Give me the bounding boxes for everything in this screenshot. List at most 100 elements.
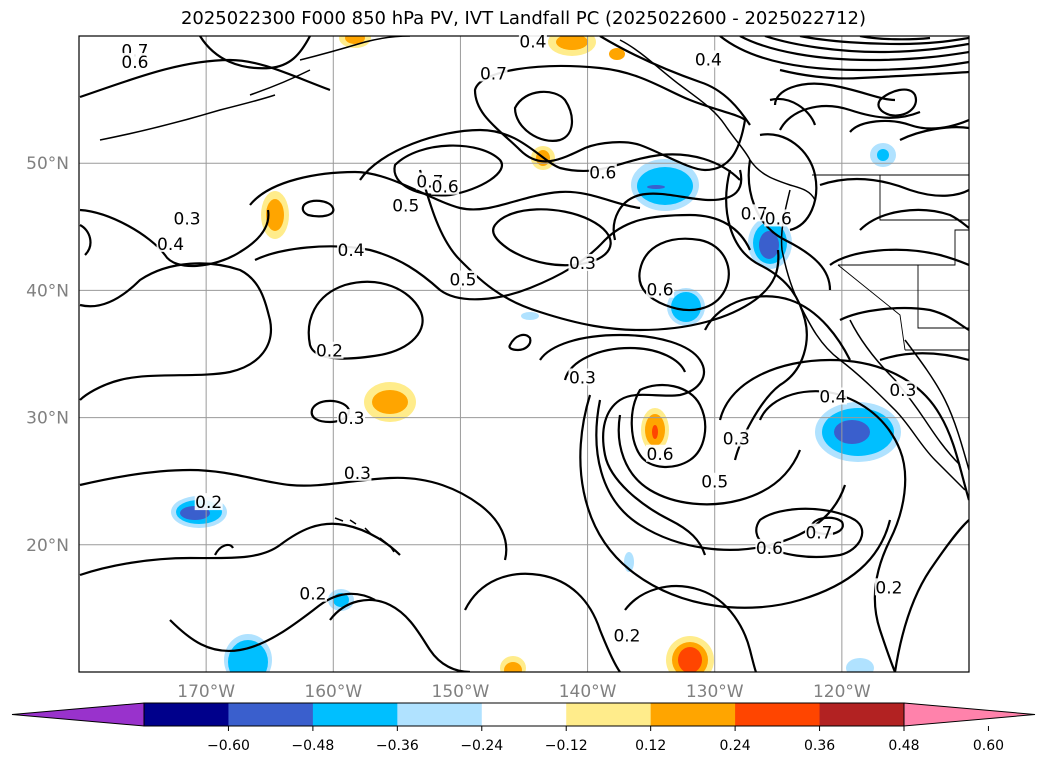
contour-line	[79, 262, 273, 401]
contour-line	[513, 90, 573, 142]
contour-line	[79, 468, 508, 561]
contour-line	[79, 58, 331, 99]
political-borders	[812, 174, 969, 351]
lat-label: 50°N	[26, 154, 69, 174]
contour-line	[418, 169, 780, 332]
contour-line	[214, 543, 234, 556]
contour-label-bg	[343, 463, 372, 481]
contour-label-bg	[448, 270, 477, 288]
contour-line	[839, 306, 969, 331]
shade-blue-1	[631, 159, 699, 211]
contour-label: 0.7	[480, 64, 507, 84]
shade-orange-5	[548, 36, 596, 56]
lat-label: 30°N	[26, 409, 69, 429]
coastline-hawaii	[334, 517, 395, 553]
pv-shading	[171, 36, 901, 672]
colorbar-tick-label: −0.36	[376, 738, 419, 754]
contour-label: 0.6	[647, 281, 674, 301]
shade-blue-4	[815, 402, 901, 462]
contour-label-bg	[568, 368, 597, 386]
contour-line	[624, 585, 758, 672]
map-frame	[78, 35, 970, 673]
contour-line	[617, 414, 802, 506]
contour-label-bg	[120, 52, 149, 70]
colorbar-extend-low	[11, 702, 145, 727]
contour-label-bg	[818, 387, 847, 405]
contour-line	[254, 213, 752, 301]
contour-label: 0.2	[316, 342, 343, 362]
contour-label-bg	[874, 578, 903, 596]
shade-orange-3	[261, 191, 289, 239]
contour-label: 0.5	[449, 270, 476, 290]
colorbar-segment	[566, 703, 652, 726]
contour-line	[769, 97, 817, 126]
contour-line	[747, 159, 832, 291]
contour-label: 0.6	[432, 178, 459, 198]
colorbar-tick-label: 0.12	[635, 738, 666, 754]
contour-line	[829, 248, 969, 267]
contour-line	[612, 169, 743, 241]
contour-line	[301, 199, 335, 218]
shade-orange-2	[641, 408, 669, 452]
shade-blue-9	[521, 312, 539, 320]
contour-label: 0.4	[519, 33, 546, 53]
contour-label: 0.2	[195, 493, 222, 513]
latitude-labels: 50°N 40°N 30°N 20°N	[26, 154, 69, 556]
contour-label-bg	[646, 280, 675, 298]
contour-label: 0.7	[805, 524, 832, 544]
contour-line	[704, 295, 851, 361]
contour-line	[307, 280, 424, 360]
contour-line	[359, 128, 741, 181]
contour-label: 0.6	[647, 445, 674, 465]
pv-contours	[79, 36, 969, 672]
lon-label: 160°W	[304, 682, 362, 702]
colorbar-segment	[144, 703, 229, 726]
contour-label-bg	[888, 381, 917, 399]
contour-label-bg	[315, 341, 344, 359]
contour-labels: 0.70.6 0.40.70.40.60.70.60.50.30.4 0.40.50…	[120, 32, 917, 647]
contour-line	[739, 36, 969, 62]
colorbar-tick-label: −0.60	[207, 738, 250, 754]
contour-line	[79, 522, 401, 577]
colorbar-segment	[650, 703, 736, 726]
colorbar-tick-label: 0.24	[720, 738, 751, 754]
contour-label: 0.3	[569, 254, 596, 274]
contour-label-bg	[804, 523, 833, 541]
contour-label-bg	[740, 204, 769, 222]
map-title: 2025022300 F000 850 hPa PV, IVT Landfall…	[180, 8, 867, 29]
colorbar-segment	[481, 703, 567, 726]
contour-label-bg	[337, 409, 366, 427]
contour-line	[249, 170, 641, 211]
contour-label-bg	[764, 209, 793, 227]
contour-label-bg	[391, 196, 420, 214]
contour-label: 0.3	[723, 429, 750, 449]
contour-label: 0.7	[741, 204, 768, 224]
contour-label-bg	[194, 493, 223, 511]
contour-label: 0.5	[392, 197, 419, 217]
contour-label: 0.2	[299, 585, 326, 605]
contour-line	[630, 383, 707, 468]
contour-line	[779, 68, 969, 80]
contour-line	[799, 36, 969, 46]
shade-orange-6	[339, 36, 371, 48]
contour-label-bg	[479, 64, 508, 82]
contour-line	[719, 36, 969, 72]
contour-line	[819, 177, 969, 197]
contour-label-bg	[755, 538, 784, 556]
coastline-alaska	[99, 36, 411, 141]
contour-label: 0.4	[695, 50, 722, 70]
contour-line	[79, 208, 270, 267]
contour-label: 0.6	[765, 209, 792, 229]
contour-label: 0.3	[569, 368, 596, 388]
border-ca-nv	[837, 264, 906, 351]
shade-orange-8	[500, 656, 526, 672]
lon-label: 170°W	[177, 682, 235, 702]
coastlines	[99, 36, 969, 553]
contour-label-bg	[431, 177, 460, 195]
colorbar-tick-label: −0.24	[460, 738, 503, 754]
longitude-labels: 170°W 160°W 150°W 140°W 130°W 120°W	[177, 682, 871, 702]
border-states	[838, 175, 969, 329]
contour-line	[764, 36, 969, 54]
lon-label: 140°W	[559, 682, 617, 702]
